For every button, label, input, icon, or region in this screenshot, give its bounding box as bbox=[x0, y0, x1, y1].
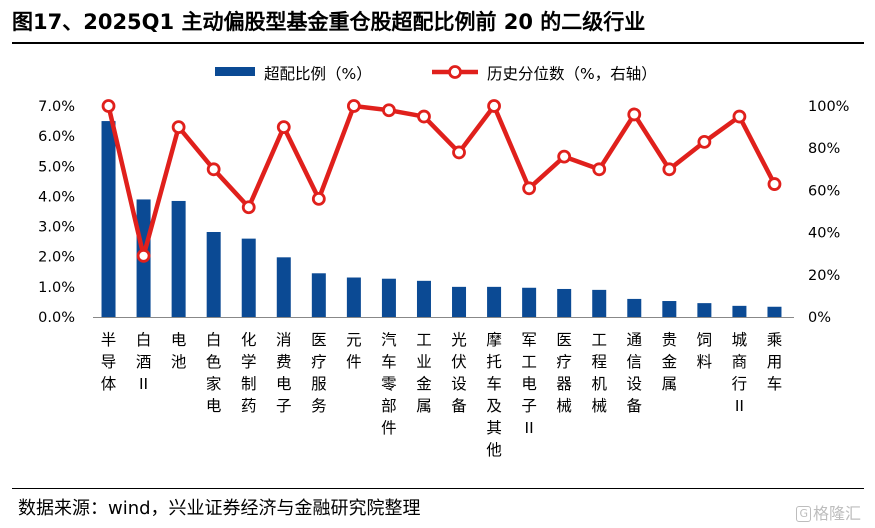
right-axis-tick-label: 100% bbox=[808, 99, 849, 115]
left-axis-tick-label: 3.0% bbox=[38, 220, 75, 236]
x-axis-tick-label: 城商行 II bbox=[732, 331, 748, 415]
legend-bar-swatch bbox=[215, 67, 255, 76]
bar bbox=[346, 277, 361, 317]
legend-line-marker bbox=[448, 65, 462, 79]
x-axis-tick-label: 摩托车及其他 bbox=[486, 331, 502, 459]
x-axis-tick-label: 半导体 bbox=[101, 331, 117, 393]
legend-line-label: 历史分位数（%，右轴） bbox=[487, 65, 657, 83]
x-axis-tick-label: 白酒 II bbox=[136, 331, 152, 393]
watermark-logo-icon: G bbox=[796, 506, 811, 522]
line-point bbox=[382, 103, 396, 118]
line-point bbox=[346, 99, 361, 113]
watermark-text: 格隆汇 bbox=[812, 504, 861, 523]
line-point bbox=[417, 109, 431, 124]
line-point bbox=[522, 181, 537, 196]
source-divider bbox=[12, 488, 864, 489]
line-point bbox=[101, 99, 116, 113]
bar bbox=[381, 278, 396, 317]
line-point bbox=[136, 248, 151, 263]
x-axis-tick-label: 化学制药 bbox=[241, 331, 257, 415]
left-y-axis: 0.0% 1.0% 2.0% 3.0% 4.0% 5.0% 6.0% 7.0% bbox=[38, 99, 75, 326]
line-point bbox=[767, 177, 782, 191]
x-axis-tick-label: 工业金属 bbox=[416, 331, 432, 415]
bar bbox=[627, 298, 642, 317]
bar bbox=[732, 305, 747, 317]
left-axis-tick-label: 1.0% bbox=[38, 280, 75, 296]
right-axis-tick-label: 0% bbox=[808, 310, 831, 326]
legend-bar-label: 超配比例（%） bbox=[264, 65, 372, 83]
bar bbox=[101, 121, 116, 317]
line-point bbox=[452, 145, 466, 160]
x-axis-tick-label: 白色家电 bbox=[206, 331, 222, 415]
line-point bbox=[311, 191, 326, 206]
line-point bbox=[697, 134, 712, 149]
percentile-line bbox=[106, 103, 777, 259]
x-axis-tick-label: 军工电子 II bbox=[521, 331, 537, 437]
right-axis-tick-label: 20% bbox=[808, 268, 840, 284]
chart-title: 图17、2025Q1 主动偏股型基金重仓股超配比例前 20 的二级行业 bbox=[12, 10, 646, 34]
bar bbox=[206, 231, 221, 317]
watermark: G 格隆汇 bbox=[796, 500, 861, 524]
line-point bbox=[732, 109, 747, 124]
x-axis-tick-label: 汽车零部件 bbox=[381, 331, 397, 437]
x-axis-tick-label: 饲料 bbox=[697, 331, 713, 371]
x-axis: 半导体 白酒 II 电池 白色家电 化学制药 消费电子 医疗服务 元件 汽车零部件 工业金属 光伏设备… bbox=[93, 317, 794, 459]
right-y-axis: 0% 20% 40% 60% 80% 100% bbox=[808, 99, 849, 326]
left-axis-tick-label: 2.0% bbox=[38, 250, 75, 266]
x-axis-tick-label: 元件 bbox=[346, 331, 362, 371]
bar bbox=[241, 238, 256, 317]
bar bbox=[416, 280, 431, 317]
x-axis-tick-label: 光伏设备 bbox=[451, 331, 467, 415]
left-axis-tick-label: 5.0% bbox=[38, 159, 75, 175]
combo-chart: 超配比例（%） 历史分位数（%，右轴） 0.0% 1.0% 2.0% 3.0% 4.0% 5… bbox=[38, 65, 849, 459]
line-point bbox=[592, 162, 607, 177]
x-axis-tick-label: 通信设备 bbox=[627, 331, 643, 415]
x-axis-tick-label: 电池 bbox=[171, 331, 187, 371]
right-axis-tick-label: 40% bbox=[808, 226, 840, 242]
left-axis-tick-label: 7.0% bbox=[38, 99, 75, 115]
line-point bbox=[276, 120, 291, 134]
x-axis-tick-label: 贵金属 bbox=[662, 331, 678, 393]
title-divider bbox=[12, 42, 864, 44]
x-axis-tick-label: 消费电子 bbox=[276, 331, 292, 415]
line-point bbox=[557, 149, 572, 164]
bar bbox=[276, 257, 291, 317]
bar bbox=[557, 288, 572, 317]
x-axis-tick-label: 工程机械 bbox=[591, 331, 607, 415]
line-point bbox=[206, 162, 221, 177]
line-point bbox=[627, 107, 642, 122]
left-axis-tick-label: 0.0% bbox=[38, 310, 75, 326]
right-axis-tick-label: 80% bbox=[808, 141, 840, 157]
bar bbox=[311, 273, 326, 317]
bar bbox=[487, 286, 502, 317]
line-point bbox=[171, 120, 186, 134]
bar bbox=[171, 200, 186, 317]
source-note: 数据来源：wind，兴业证券经济与金融研究院整理 bbox=[18, 498, 421, 519]
bar-series bbox=[101, 121, 782, 317]
line-series bbox=[101, 99, 782, 263]
left-axis-tick-label: 6.0% bbox=[38, 129, 75, 145]
bar bbox=[697, 303, 712, 317]
x-axis-tick-label: 乘用车 bbox=[767, 331, 783, 393]
bar bbox=[592, 289, 607, 317]
x-axis-tick-label: 医疗服务 bbox=[311, 331, 327, 415]
line-point bbox=[487, 99, 501, 113]
right-axis-tick-label: 60% bbox=[808, 183, 840, 199]
bar bbox=[767, 306, 782, 317]
line-point bbox=[662, 162, 677, 177]
line-point bbox=[241, 200, 256, 215]
x-axis-tick-label: 医疗器械 bbox=[556, 331, 572, 415]
bar bbox=[662, 301, 677, 317]
chart-legend: 超配比例（%） 历史分位数（%，右轴） bbox=[215, 65, 657, 83]
left-axis-tick-label: 4.0% bbox=[38, 189, 75, 205]
bar bbox=[522, 287, 537, 317]
bar bbox=[452, 286, 467, 317]
